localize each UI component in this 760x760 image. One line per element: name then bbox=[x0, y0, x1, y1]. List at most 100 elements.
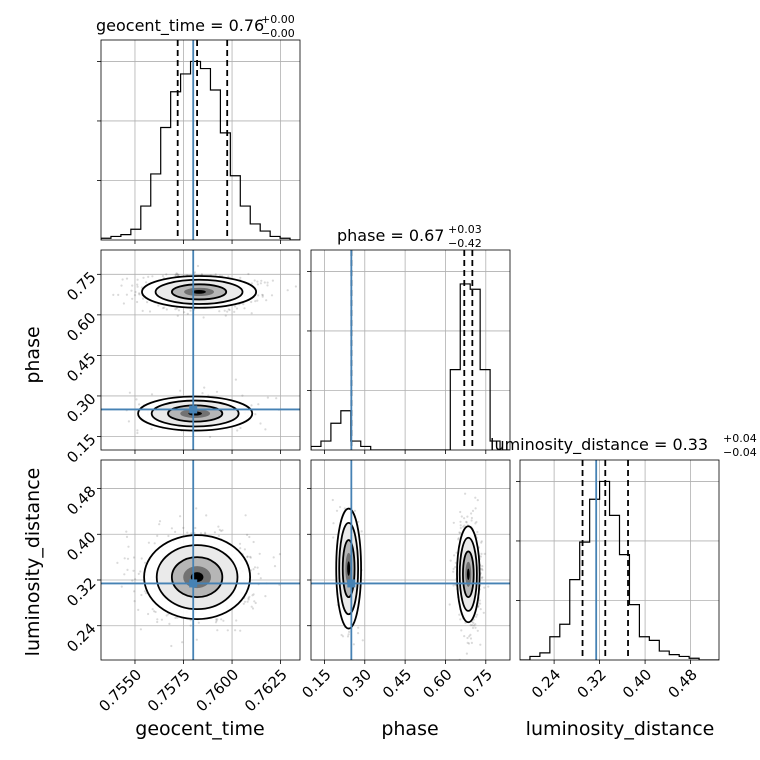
sample-point bbox=[257, 403, 260, 406]
sample-point bbox=[259, 282, 262, 285]
sample-point bbox=[174, 616, 177, 620]
sample-point bbox=[459, 524, 462, 527]
sample-point bbox=[250, 312, 253, 315]
sample-point bbox=[165, 308, 168, 311]
sample-point bbox=[463, 517, 466, 520]
sample-point bbox=[253, 566, 257, 569]
sample-point bbox=[479, 555, 482, 558]
sample-point bbox=[136, 429, 139, 432]
sample-point bbox=[239, 276, 242, 279]
title-luminosity-distance: luminosity_distance = 0.33 bbox=[490, 435, 708, 455]
sample-point bbox=[156, 534, 159, 538]
contour-line bbox=[341, 539, 356, 599]
sample-point bbox=[177, 274, 180, 277]
sample-point bbox=[218, 310, 221, 313]
title-luminosity-distance-main: luminosity_distance = 0.33 bbox=[490, 435, 708, 455]
sample-point bbox=[140, 557, 143, 560]
sample-point bbox=[452, 584, 455, 587]
sample-point bbox=[117, 293, 120, 296]
panels: 0.150.300.450.600.750.75500.75750.76000.… bbox=[63, 39, 720, 716]
contour-line bbox=[143, 534, 252, 621]
sample-point bbox=[475, 520, 478, 524]
sample-point bbox=[136, 283, 139, 286]
sample-point bbox=[147, 275, 150, 278]
sample-point bbox=[195, 638, 198, 641]
sample-point bbox=[136, 300, 139, 304]
sample-point bbox=[224, 314, 227, 317]
xtick-label: 0.15 bbox=[298, 666, 334, 702]
sample-point bbox=[130, 289, 133, 292]
sample-point bbox=[218, 528, 221, 532]
sample-point bbox=[254, 300, 257, 303]
sample-point bbox=[483, 552, 486, 556]
sample-point bbox=[460, 629, 463, 632]
sample-point bbox=[474, 626, 477, 629]
sample-point bbox=[215, 618, 218, 621]
sample-point bbox=[147, 541, 150, 544]
sample-point bbox=[197, 621, 200, 624]
xtick-label: 0.32 bbox=[574, 666, 610, 702]
sample-point bbox=[360, 530, 363, 533]
sample-point bbox=[463, 635, 466, 638]
sample-point bbox=[137, 572, 140, 576]
sample-point bbox=[247, 597, 250, 600]
ylabel-luminosity-distance: luminosity_distance bbox=[22, 468, 44, 657]
xtick-label: 0.48 bbox=[664, 666, 700, 702]
sample-point bbox=[459, 526, 462, 530]
xtick-label: 0.75 bbox=[460, 666, 496, 702]
panel-frame bbox=[100, 39, 301, 241]
truth-marker bbox=[189, 579, 198, 588]
sample-point bbox=[150, 393, 154, 396]
sample-point bbox=[251, 594, 254, 597]
sample-point bbox=[131, 579, 134, 582]
sample-point bbox=[226, 310, 229, 313]
sample-point bbox=[246, 600, 249, 603]
contour-line bbox=[170, 283, 228, 301]
panel-0-0 bbox=[97, 39, 301, 244]
sample-point bbox=[457, 537, 460, 540]
contour-line bbox=[456, 525, 481, 624]
sample-point bbox=[148, 310, 152, 313]
sample-point bbox=[264, 595, 267, 598]
sample-point bbox=[343, 507, 346, 510]
sample-point bbox=[256, 566, 259, 569]
sample-point bbox=[176, 273, 179, 276]
sample-point bbox=[261, 293, 264, 296]
sample-point bbox=[250, 282, 253, 285]
sample-point bbox=[256, 280, 259, 283]
sample-point bbox=[120, 585, 123, 588]
sample-point bbox=[252, 568, 255, 571]
xtick-label: 0.7625 bbox=[241, 666, 291, 716]
sample-point bbox=[348, 630, 351, 634]
sample-point bbox=[158, 520, 162, 523]
sample-point bbox=[140, 593, 143, 597]
panel-frame bbox=[519, 459, 720, 661]
sample-point bbox=[214, 621, 218, 624]
sample-point bbox=[135, 398, 138, 401]
sample-point bbox=[144, 561, 147, 564]
panel-frame bbox=[310, 459, 511, 661]
ytick-label: 0.48 bbox=[63, 482, 99, 518]
sample-point bbox=[221, 529, 224, 532]
panel-2-1: 0.15 0.30 0.45 0.60 0.75 bbox=[298, 459, 511, 702]
sample-point bbox=[264, 428, 267, 431]
panel-1-0: 0.15 0.30 0.45 0.60 0.75 bbox=[63, 249, 301, 467]
truth-marker bbox=[347, 579, 356, 588]
sample-point bbox=[452, 521, 455, 524]
sample-point bbox=[153, 542, 156, 545]
sample-point bbox=[466, 641, 469, 645]
sample-point bbox=[256, 283, 259, 286]
sample-point bbox=[157, 304, 160, 307]
sample-point bbox=[273, 565, 277, 568]
sample-point bbox=[189, 624, 192, 627]
contour-line bbox=[155, 544, 239, 611]
sample-point bbox=[147, 612, 150, 616]
histogram-luminosity_distance bbox=[520, 480, 719, 660]
sample-point bbox=[150, 427, 153, 430]
sample-point bbox=[341, 635, 345, 638]
title-geocent-time-main: geocent_time = 0.76 bbox=[96, 16, 264, 36]
ytick-label: 0.40 bbox=[63, 528, 99, 564]
sample-point bbox=[250, 300, 253, 304]
sample-point bbox=[142, 276, 145, 279]
